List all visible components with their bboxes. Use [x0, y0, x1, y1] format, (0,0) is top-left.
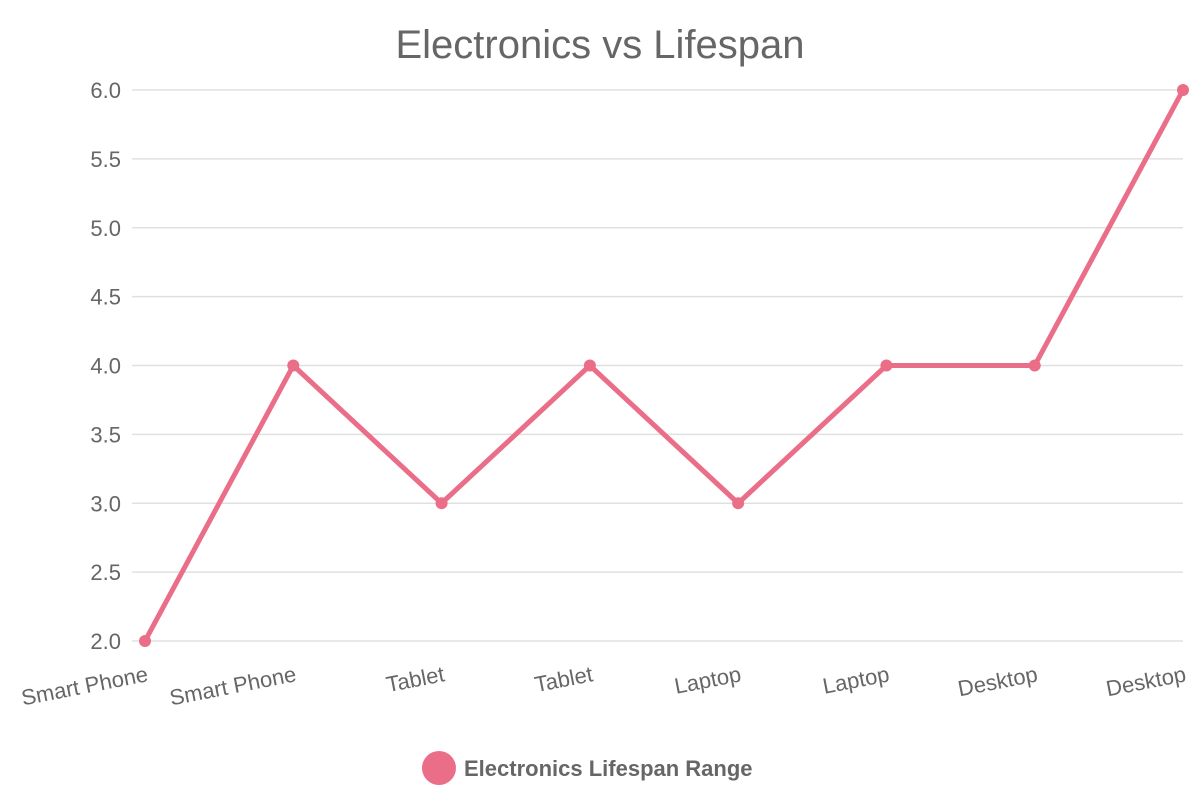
chart-title: Electronics vs Lifespan [395, 23, 804, 67]
data-point[interactable] [583, 359, 596, 372]
data-point[interactable] [732, 497, 745, 510]
y-tick-label: 4.5 [90, 285, 121, 310]
x-tick-label: Smart Phone [19, 661, 150, 710]
grid-lines [132, 89, 1183, 642]
x-tick-label: Smart Phone [167, 661, 298, 710]
series-line [142, 87, 1186, 644]
legend[interactable]: Electronics Lifespan Range [422, 751, 753, 785]
y-tick-label: 3.0 [90, 491, 121, 516]
y-tick-label: 3.5 [90, 422, 121, 447]
data-point[interactable] [1177, 84, 1189, 96]
x-tick-label: Desktop [1104, 661, 1188, 701]
x-tick-label: Laptop [821, 661, 892, 698]
legend-label[interactable]: Electronics Lifespan Range [464, 756, 753, 781]
legend-swatch[interactable] [422, 751, 456, 785]
y-axis-tick-labels: 2.0 2.5 3.0 3.5 4.0 4.5 5.0 5.5 6.0 [90, 78, 121, 654]
y-tick-label: 2.0 [90, 629, 121, 654]
data-point[interactable] [880, 359, 893, 372]
y-tick-label: 2.5 [90, 560, 121, 585]
y-tick-label: 4.0 [90, 354, 121, 379]
y-tick-label: 6.0 [90, 78, 121, 103]
x-tick-label: Laptop [672, 661, 743, 698]
data-point[interactable] [139, 635, 151, 647]
x-tick-label: Tablet [532, 661, 594, 697]
data-point[interactable] [435, 497, 448, 510]
data-point[interactable] [1028, 359, 1041, 372]
data-point[interactable] [287, 359, 300, 372]
y-tick-label: 5.0 [90, 216, 121, 241]
series-electronics-lifespan-range [139, 84, 1189, 647]
x-tick-label: Desktop [956, 661, 1040, 701]
x-tick-label: Tablet [384, 661, 446, 697]
y-tick-label: 5.5 [90, 147, 121, 172]
x-axis-tick-labels: Smart Phone Smart Phone Tablet Tablet Laptop… [19, 661, 1188, 710]
